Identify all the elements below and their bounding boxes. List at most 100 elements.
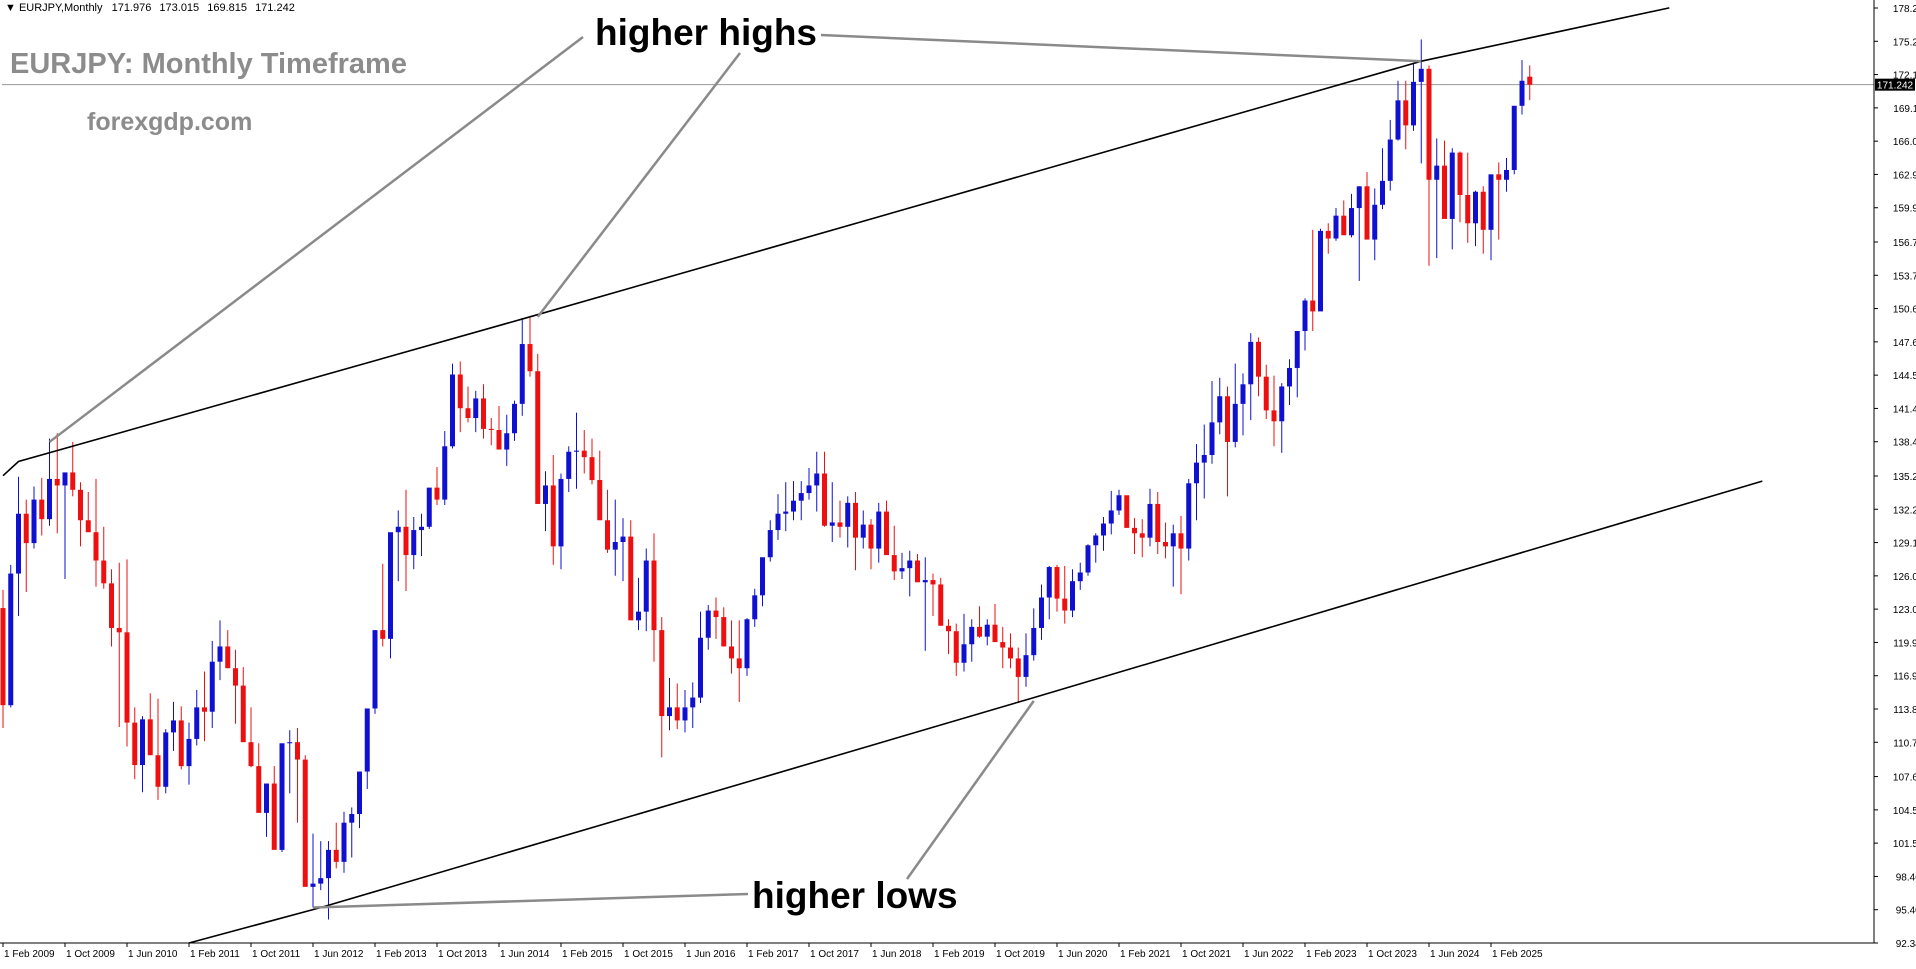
candle-body xyxy=(729,646,734,659)
candle xyxy=(853,491,858,571)
candle xyxy=(310,833,316,908)
candle-body xyxy=(442,446,448,500)
x-tick-label: 1 Feb 2011 xyxy=(190,949,240,960)
candle-body xyxy=(233,668,238,686)
candle-body xyxy=(899,568,905,572)
candle-body xyxy=(465,408,471,419)
candle xyxy=(109,569,114,647)
upper-channel-line xyxy=(2,7,1670,477)
candle-body xyxy=(829,522,835,526)
higher-lows-label: higher lows xyxy=(752,875,958,916)
candle xyxy=(1000,626,1006,669)
x-tick-label: 1 Oct 2009 xyxy=(66,949,115,960)
price-tag-text: 171.242 xyxy=(1877,81,1914,92)
candle xyxy=(1527,65,1533,101)
candle xyxy=(388,532,393,659)
candle-body xyxy=(1046,567,1052,598)
candle xyxy=(589,438,595,485)
candle xyxy=(620,518,626,582)
candle xyxy=(1403,80,1409,150)
dropdown-arrow-icon[interactable]: ▼ xyxy=(5,2,16,14)
higher-highs-pointer xyxy=(820,33,1422,63)
candle xyxy=(736,620,742,702)
candle xyxy=(473,390,479,433)
candle-body xyxy=(891,555,897,572)
candle xyxy=(1225,386,1230,497)
candle xyxy=(411,517,417,570)
candle-body xyxy=(349,813,355,823)
candle xyxy=(845,496,851,548)
candle-body xyxy=(496,429,502,450)
candle xyxy=(969,619,975,662)
candle-body xyxy=(1527,76,1533,85)
candle xyxy=(1240,373,1246,436)
candle xyxy=(1186,478,1192,561)
y-tick-label: 92.340 xyxy=(1896,939,1916,950)
x-tick-label: 1 Jun 2014 xyxy=(500,949,550,960)
candle xyxy=(1085,544,1091,576)
candle-body xyxy=(860,524,866,538)
y-tick-label: 141.480 xyxy=(1893,404,1916,415)
candle xyxy=(729,620,734,674)
candle xyxy=(264,783,269,837)
candle xyxy=(1372,188,1378,261)
candle-body xyxy=(1271,410,1277,422)
candle-body xyxy=(636,611,641,621)
candle xyxy=(279,743,285,853)
candle-body xyxy=(171,720,176,733)
candle xyxy=(984,619,990,646)
candle-body xyxy=(969,626,975,645)
candle-body xyxy=(78,489,83,521)
candle-body xyxy=(202,707,207,712)
candle xyxy=(953,623,959,676)
y-tick-label: 166.050 xyxy=(1893,137,1916,148)
candle-body xyxy=(868,524,874,549)
candle xyxy=(0,589,6,729)
candle xyxy=(938,577,944,626)
candle xyxy=(1039,584,1044,640)
y-tick-label: 107.640 xyxy=(1893,773,1916,784)
candle xyxy=(775,494,781,540)
candle-body xyxy=(1194,462,1199,484)
candle-body xyxy=(419,526,424,531)
candle xyxy=(1496,162,1502,240)
y-tick-label: 123.030 xyxy=(1893,605,1916,616)
candle-body xyxy=(977,626,982,637)
x-tick-label: 1 Jun 2012 xyxy=(314,949,364,960)
candle xyxy=(1132,518,1137,554)
candle xyxy=(558,473,564,570)
candle-body xyxy=(837,522,843,527)
y-tick-label: 159.930 xyxy=(1893,204,1916,215)
x-tick-label: 1 Feb 2025 xyxy=(1492,949,1543,960)
candle xyxy=(419,513,424,557)
candle xyxy=(1442,140,1447,219)
candle xyxy=(512,400,517,441)
candle xyxy=(791,481,796,521)
candle xyxy=(891,525,897,581)
candle-body xyxy=(1356,186,1362,209)
candle-body xyxy=(217,646,223,662)
candle xyxy=(1349,193,1354,238)
candle-body xyxy=(806,485,812,494)
candle xyxy=(450,363,455,449)
y-tick-label: 138.420 xyxy=(1893,438,1916,449)
candle-body xyxy=(1155,503,1161,543)
candle-body xyxy=(736,658,742,669)
candle-body xyxy=(1256,341,1261,377)
candle xyxy=(535,353,541,504)
candle xyxy=(597,450,603,521)
candle-body xyxy=(0,608,6,706)
candle-body xyxy=(853,502,858,538)
candle xyxy=(372,630,378,714)
candle-body xyxy=(705,610,711,638)
candle-body xyxy=(1132,527,1137,534)
x-tick-label: 1 Feb 2013 xyxy=(376,949,427,960)
candle-body xyxy=(682,707,688,721)
candle xyxy=(1178,515,1184,595)
candle xyxy=(1488,174,1494,261)
candle xyxy=(1511,105,1517,175)
candle-body xyxy=(1457,152,1463,195)
y-tick-label: 169.110 xyxy=(1893,104,1916,115)
